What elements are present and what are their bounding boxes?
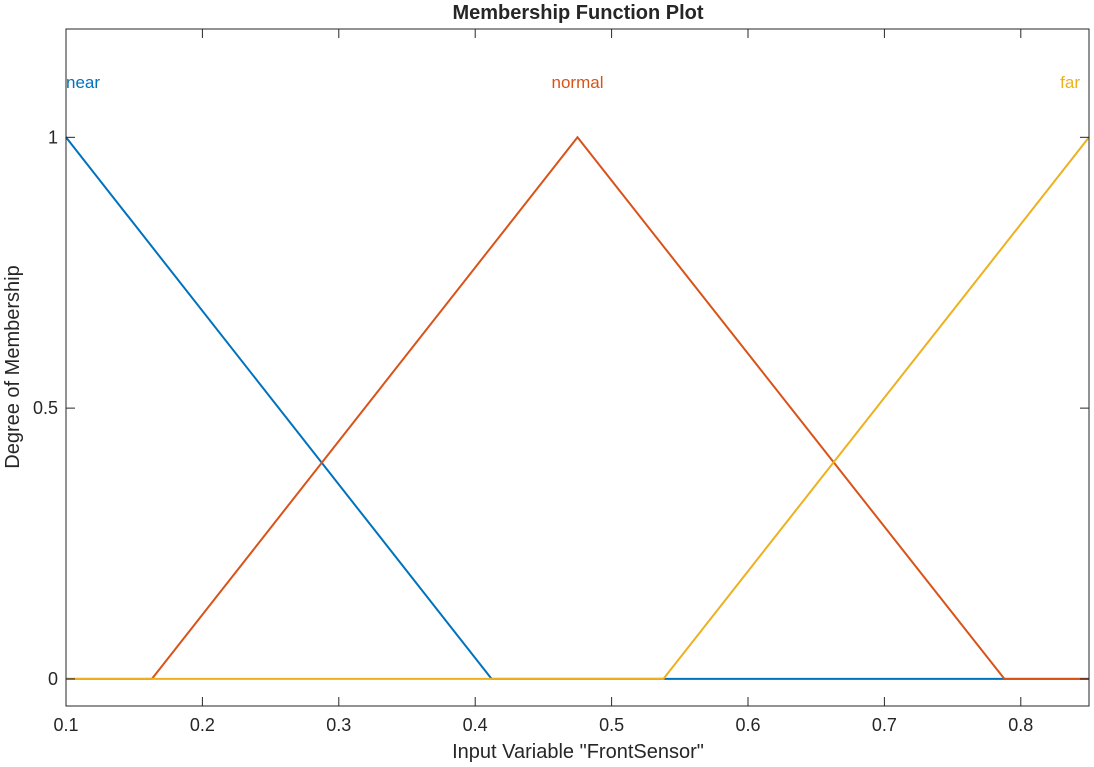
x-tick-label: 0.5 bbox=[599, 715, 624, 735]
mf-label-layer: near normal far bbox=[66, 73, 1080, 92]
series-line-far bbox=[66, 136, 1090, 680]
mf-label-normal: normal bbox=[552, 73, 604, 92]
x-axis-label: Input Variable "FrontSensor" bbox=[452, 741, 704, 763]
axis-ticks: 0.1 0.2 0.3 0.4 0.5 0.6 0.7 0.8 0 0.5 1 bbox=[33, 29, 1089, 735]
series-line-near bbox=[65, 136, 1089, 680]
mf-label-far: far bbox=[1060, 73, 1080, 92]
mf-label-near: near bbox=[66, 73, 100, 92]
x-tick-label: 0.2 bbox=[190, 715, 215, 735]
y-tick-label: 0 bbox=[48, 669, 58, 689]
x-tick-label: 0.7 bbox=[872, 715, 897, 735]
series-line-normal bbox=[66, 135, 1089, 680]
x-tick-label: 0.3 bbox=[326, 715, 351, 735]
plot-area-frame bbox=[65, 28, 1090, 707]
y-tick-label: 0.5 bbox=[33, 398, 58, 418]
x-tick-label: 0.6 bbox=[735, 715, 760, 735]
chart-title: Membership Function Plot bbox=[452, 2, 703, 24]
x-tick-label: 0.1 bbox=[53, 715, 78, 735]
y-axis-label: Degree of Membership bbox=[2, 265, 24, 468]
y-tick-label: 1 bbox=[48, 127, 58, 147]
series-layer bbox=[65, 135, 1090, 680]
x-tick-label: 0.8 bbox=[1008, 715, 1033, 735]
x-tick-label: 0.4 bbox=[463, 715, 488, 735]
